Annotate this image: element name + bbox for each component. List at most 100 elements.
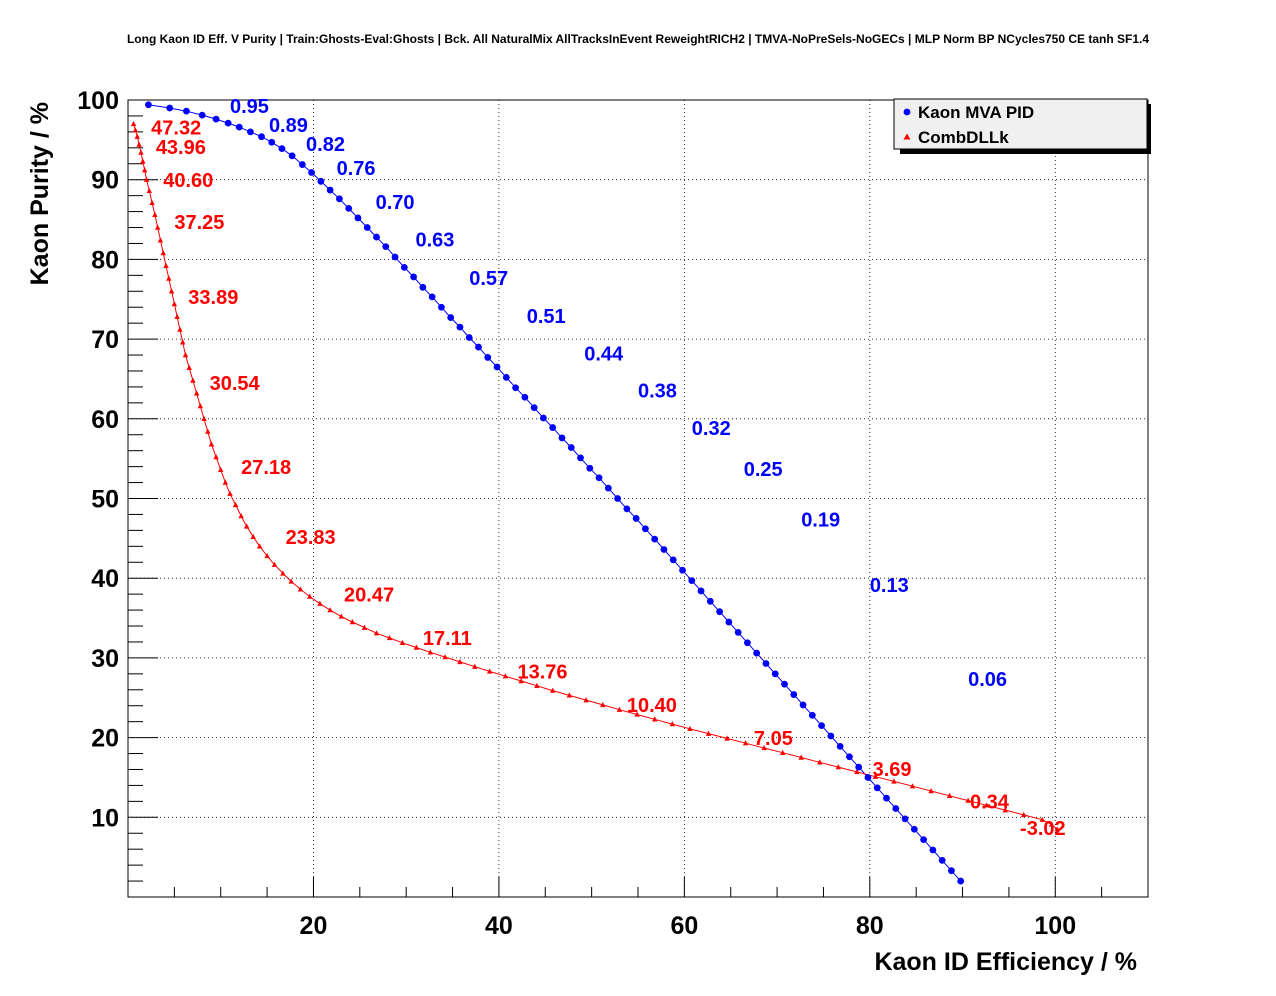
- series-line-kaon-mva-pid-path: [148, 104, 962, 882]
- point-kaon-mva-pid: [586, 464, 594, 472]
- annotation-mva-cut: 0.70: [376, 192, 415, 214]
- x-tick-label: 20: [300, 912, 328, 940]
- annotation-mva-cut: 0.57: [469, 268, 508, 290]
- annotation-dll-cut: 47.32: [151, 117, 201, 139]
- point-kaon-mva-pid: [456, 323, 464, 331]
- point-combdllk: [549, 687, 556, 693]
- point-kaon-mva-pid: [247, 128, 254, 136]
- point-combdllk: [472, 663, 478, 669]
- legend: Kaon MVA PID CombDLLk: [893, 98, 1151, 154]
- annotation-dll-cut: -3.02: [1020, 818, 1066, 840]
- point-kaon-mva-pid: [623, 505, 631, 513]
- point-combdllk: [190, 377, 196, 383]
- point-kaon-mva-pid: [948, 867, 955, 875]
- x-tick-label: 60: [670, 912, 698, 940]
- point-kaon-mva-pid: [567, 444, 575, 451]
- point-kaon-mva-pid: [846, 753, 853, 761]
- x-tick-label: 100: [1034, 912, 1076, 940]
- annotations: 0.950.890.820.760.700.63 0.57 0.51 0.44 0.38…: [151, 96, 1065, 840]
- point-combdllk: [218, 466, 224, 473]
- point-kaon-mva-pid: [660, 546, 668, 553]
- point-combdllk: [1021, 811, 1027, 818]
- point-kaon-mva-pid: [419, 283, 427, 291]
- point-combdllk: [349, 619, 356, 625]
- point-combdllk: [177, 326, 183, 332]
- point-combdllk: [965, 797, 971, 803]
- point-combdllk: [317, 600, 323, 606]
- point-kaon-mva-pid: [771, 670, 779, 678]
- point-kaon-mva-pid: [938, 856, 946, 864]
- point-kaon-mva-pid: [595, 474, 603, 482]
- point-kaon-mva-pid: [929, 846, 937, 854]
- y-tick-label: 100: [77, 87, 119, 115]
- point-combdllk: [854, 768, 860, 775]
- point-combdllk: [835, 764, 841, 770]
- point-combdllk: [193, 390, 200, 396]
- point-kaon-mva-pid: [614, 495, 621, 502]
- point-kaon-mva-pid: [235, 123, 243, 131]
- point-combdllk: [399, 639, 406, 645]
- point-combdllk: [1039, 816, 1045, 822]
- annotation-mva-cut: 0.32: [692, 418, 731, 440]
- point-combdllk: [154, 224, 161, 230]
- point-kaon-mva-pid: [521, 393, 529, 401]
- annotation-dll-cut: 23.83: [286, 527, 336, 549]
- point-kaon-mva-pid: [855, 763, 863, 771]
- point-combdllk: [171, 301, 178, 307]
- point-combdllk: [705, 730, 712, 736]
- point-combdllk: [186, 364, 192, 370]
- point-combdllk: [909, 783, 916, 789]
- point-kaon-mva-pid: [317, 177, 325, 185]
- legend-box: [893, 98, 1148, 150]
- point-kaon-mva-pid: [957, 877, 965, 885]
- point-kaon-mva-pid: [753, 649, 761, 657]
- point-combdllk: [798, 754, 804, 760]
- point-kaon-mva-pid: [864, 774, 872, 781]
- annotation-dll-cut: 33.89: [188, 287, 238, 309]
- point-kaon-mva-pid: [697, 587, 705, 595]
- point-kaon-mva-pid: [447, 314, 455, 321]
- point-kaon-mva-pid: [734, 628, 742, 636]
- point-kaon-mva-pid: [382, 243, 390, 251]
- point-kaon-mva-pid: [706, 597, 714, 605]
- point-combdllk: [174, 313, 180, 319]
- annotation-dll-cut: 3.69: [873, 759, 912, 781]
- y-tick-label: 40: [91, 565, 119, 593]
- point-combdllk: [983, 802, 990, 808]
- annotation-dll-cut: 10.40: [627, 695, 677, 717]
- point-combdllk: [152, 211, 158, 217]
- legend-entry-kaon-mva-pid: Kaon MVA PID: [918, 103, 1034, 122]
- point-kaon-mva-pid: [873, 784, 881, 792]
- point-kaon-mva-pid: [336, 195, 343, 203]
- point-combdllk: [232, 501, 239, 508]
- point-kaon-mva-pid: [363, 224, 371, 231]
- point-kaon-mva-pid: [836, 742, 844, 750]
- point-kaon-mva-pid: [212, 115, 220, 123]
- point-combdllk: [817, 759, 823, 765]
- point-combdllk: [280, 570, 286, 576]
- point-kaon-mva-pid: [901, 815, 909, 823]
- annotation-dll-cut: 17.11: [423, 628, 472, 650]
- point-combdllk: [687, 725, 693, 732]
- point-kaon-mva-pid: [883, 794, 890, 802]
- annotation-dll-cut: 13.76: [517, 662, 567, 684]
- annotation-mva-cut: 0.19: [801, 509, 840, 531]
- point-combdllk: [168, 288, 175, 294]
- point-combdllk: [288, 578, 294, 584]
- point-combdllk: [386, 634, 393, 641]
- point-kaon-mva-pid: [651, 535, 659, 543]
- point-combdllk: [946, 792, 953, 798]
- point-combdllk: [518, 678, 524, 684]
- point-kaon-mva-pid: [725, 618, 733, 626]
- point-combdllk: [373, 630, 380, 636]
- point-combdllk: [182, 352, 189, 358]
- annotation-mva-cut: 0.95: [230, 96, 269, 118]
- point-combdllk: [1054, 826, 1060, 832]
- y-tick-label: 20: [91, 725, 119, 753]
- point-kaon-mva-pid: [502, 373, 510, 381]
- point-combdllk: [297, 586, 304, 592]
- annotation-mva-cut: 0.89: [269, 115, 308, 137]
- point-combdllk: [163, 262, 169, 268]
- point-combdllk: [138, 149, 144, 155]
